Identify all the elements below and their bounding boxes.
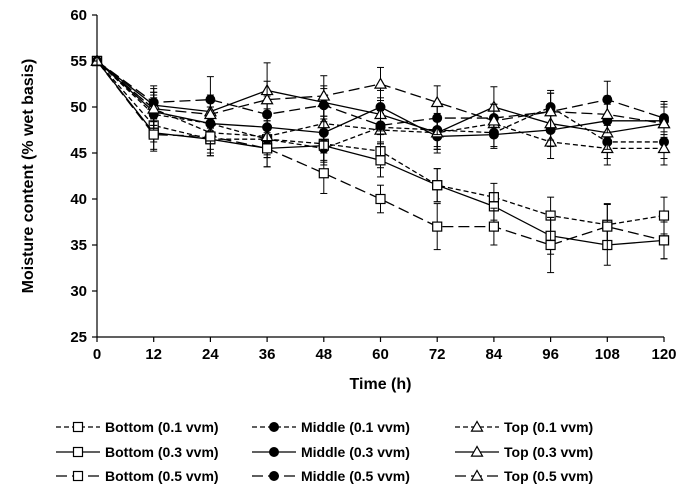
legend-item: Bottom (0.3 vvm) <box>56 444 219 460</box>
data-point <box>317 89 331 101</box>
y-tick-label: 55 <box>70 53 87 70</box>
data-point <box>375 193 386 205</box>
data-point <box>318 127 329 138</box>
data-point <box>147 102 161 114</box>
legend-item: Bottom (0.5 vvm) <box>56 468 219 484</box>
legend-label: Middle (0.1 vvm) <box>301 419 410 435</box>
legend-label: Middle (0.5 vvm) <box>301 468 410 484</box>
axes: 25 30 35 40 45 50 55 60 0 12 24 36 48 60 72 84 96 108 120 T… <box>20 7 677 393</box>
legend-label: Middle (0.3 vvm) <box>301 444 410 460</box>
legend-marker <box>72 421 84 433</box>
legend-marker <box>72 446 84 458</box>
data-point <box>373 77 388 89</box>
data-point <box>488 221 499 232</box>
y-tick-label: 45 <box>70 145 87 162</box>
data-point <box>432 221 443 232</box>
series-6 <box>91 55 670 274</box>
x-tick-label: 12 <box>145 346 162 363</box>
legend-marker <box>470 445 484 457</box>
data-point <box>602 221 613 232</box>
legend-marker <box>269 447 279 457</box>
x-tick-label: 36 <box>259 346 276 363</box>
x-tick-label: 84 <box>486 346 503 363</box>
data-point <box>205 131 216 142</box>
y-tick-label: 25 <box>70 329 87 346</box>
legend-item: Top (0.3 vvm) <box>455 444 593 460</box>
y-tick-label: 30 <box>70 283 87 300</box>
data-point <box>318 168 329 179</box>
legend-label: Top (0.5 vvm) <box>504 468 593 484</box>
data-point <box>432 180 443 191</box>
legend-label: Bottom (0.1 vvm) <box>105 419 219 435</box>
x-tick-label: 108 <box>595 346 620 363</box>
y-tick-label: 50 <box>70 99 87 116</box>
data-point <box>375 120 386 131</box>
x-tick-label: 24 <box>202 346 219 363</box>
legend-label: Top (0.1 vvm) <box>504 419 593 435</box>
data-point <box>544 104 558 117</box>
legend-item: Top (0.1 vvm) <box>455 419 593 435</box>
x-axis-title: Time (h) <box>350 376 412 393</box>
legend-item: Bottom (0.1 vvm) <box>56 419 219 435</box>
data-point <box>657 141 671 154</box>
legend-item: Top (0.5 vvm) <box>455 468 593 484</box>
y-axis-title: Moisture content (% wet basis) <box>20 59 37 294</box>
x-tick-label: 60 <box>372 346 389 363</box>
legend-item: Middle (0.3 vvm) <box>252 444 410 460</box>
legend: Bottom (0.1 vvm) Middle (0.1 vvm) Top (0.1… <box>56 419 593 484</box>
data-point <box>148 129 159 140</box>
legend-label: Top (0.3 vvm) <box>504 444 593 460</box>
legend-marker <box>269 471 279 481</box>
legend-item: Middle (0.1 vvm) <box>252 419 410 435</box>
legend-item: Middle (0.5 vvm) <box>252 468 410 484</box>
data-point <box>487 114 501 126</box>
legend-marker <box>269 422 279 432</box>
legend-marker <box>470 420 484 432</box>
x-tick-label: 72 <box>429 346 446 363</box>
legend-marker <box>470 469 484 481</box>
legend-label: Bottom (0.3 vvm) <box>105 444 219 460</box>
data-point <box>658 210 670 221</box>
legend-marker <box>72 470 84 482</box>
data-point <box>375 155 386 166</box>
data-point <box>203 107 217 120</box>
data-point <box>430 95 444 108</box>
x-tick-label: 120 <box>651 346 676 363</box>
x-tick-label: 0 <box>93 346 101 363</box>
x-tick-label: 96 <box>542 346 559 363</box>
data-point <box>600 107 614 120</box>
series-8 <box>90 54 671 141</box>
plot-area <box>90 54 671 274</box>
data-point <box>260 92 274 105</box>
data-point <box>657 116 671 129</box>
series-line <box>96 60 665 246</box>
data-point <box>658 235 670 246</box>
y-tick-label: 60 <box>70 7 87 24</box>
y-tick-label: 40 <box>70 191 87 208</box>
data-point <box>545 239 556 251</box>
data-point <box>262 143 273 154</box>
x-tick-label: 48 <box>315 346 332 363</box>
legend-label: Bottom (0.5 vvm) <box>105 468 219 484</box>
y-tick-label: 35 <box>70 237 87 254</box>
